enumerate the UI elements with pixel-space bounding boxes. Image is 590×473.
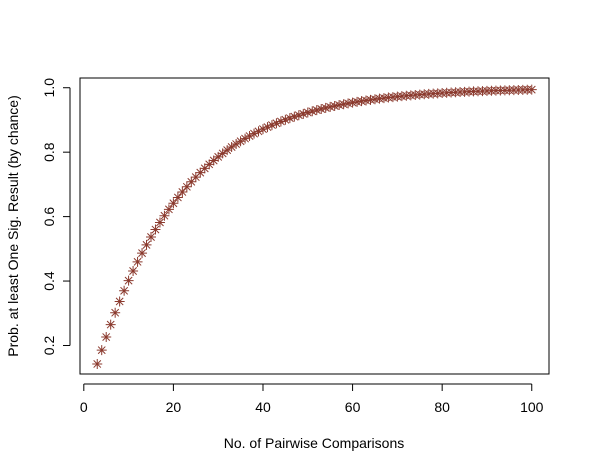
x-tick-label: 20 — [166, 399, 182, 415]
data-point — [208, 155, 219, 166]
data-point — [150, 224, 161, 235]
data-point — [361, 95, 372, 106]
y-axis: 0.2 0.4 0.6 0.8 1.0 — [41, 78, 71, 356]
data-point — [338, 99, 349, 110]
y-axis-label: Prob. at least One Sig. Result (by chanc… — [5, 95, 21, 356]
data-point — [316, 103, 327, 114]
data-point — [213, 151, 224, 162]
data-point — [119, 285, 130, 296]
data-point — [141, 239, 152, 250]
data-point — [186, 176, 197, 187]
data-point — [356, 96, 367, 107]
x-tick-label: 40 — [255, 399, 271, 415]
data-point — [302, 107, 313, 118]
x-tick-label: 0 — [80, 399, 88, 415]
data-point — [334, 100, 345, 111]
x-axis-label: No. of Pairwise Comparisons — [224, 435, 405, 451]
data-point — [347, 97, 358, 108]
plot-frame — [79, 77, 550, 375]
y-tick-label: 0.6 — [41, 207, 57, 227]
data-point — [154, 217, 165, 228]
x-tick-label: 100 — [520, 399, 544, 415]
data-point — [110, 307, 121, 318]
data-point — [369, 94, 380, 105]
x-tick-label: 80 — [434, 399, 450, 415]
data-point — [235, 136, 246, 147]
data-point — [128, 265, 139, 276]
data-point — [172, 192, 183, 203]
data-point — [96, 345, 107, 356]
data-point — [240, 133, 251, 144]
data-point — [123, 275, 134, 286]
data-point — [231, 139, 242, 150]
data-point — [114, 296, 125, 307]
data-point — [101, 332, 112, 343]
data-point — [244, 131, 255, 142]
y-tick-label: 0.4 — [41, 271, 57, 291]
data-point — [257, 124, 268, 135]
data-point — [374, 93, 385, 104]
data-point — [217, 148, 228, 159]
data-point — [168, 198, 179, 209]
data-point — [329, 100, 340, 111]
data-point — [222, 145, 233, 156]
data-point — [284, 113, 295, 124]
x-tick-label: 60 — [345, 399, 361, 415]
y-tick-label: 0.2 — [41, 336, 57, 356]
y-tick-label: 0.8 — [41, 142, 57, 162]
data-point — [132, 256, 143, 267]
data-point — [190, 172, 201, 183]
data-point — [226, 142, 237, 153]
data-points — [92, 84, 537, 369]
data-point — [289, 111, 300, 122]
data-point — [199, 163, 210, 174]
data-point — [325, 101, 336, 112]
data-point — [249, 128, 260, 139]
data-point — [105, 319, 116, 330]
data-point — [275, 116, 286, 127]
data-point — [298, 108, 309, 119]
data-point — [159, 210, 170, 221]
data-point — [204, 159, 215, 170]
y-tick-label: 1.0 — [41, 78, 57, 98]
data-point — [195, 167, 206, 178]
data-point — [163, 204, 174, 215]
data-point — [293, 110, 304, 121]
data-point — [311, 105, 322, 116]
data-point — [137, 248, 148, 259]
data-point — [262, 122, 273, 133]
data-point — [146, 232, 156, 243]
data-point — [92, 358, 103, 369]
data-point — [266, 120, 277, 131]
data-point — [320, 102, 331, 113]
data-point — [352, 96, 363, 107]
data-point — [271, 118, 282, 129]
data-point — [177, 186, 188, 197]
data-point — [253, 126, 264, 137]
data-point — [280, 114, 291, 125]
data-point — [307, 106, 318, 117]
data-point — [365, 94, 376, 105]
data-point — [378, 93, 389, 104]
x-axis: 0 20 40 60 80 100 — [80, 383, 544, 415]
data-point — [181, 181, 192, 192]
data-point — [343, 98, 354, 109]
data-point — [526, 84, 537, 95]
